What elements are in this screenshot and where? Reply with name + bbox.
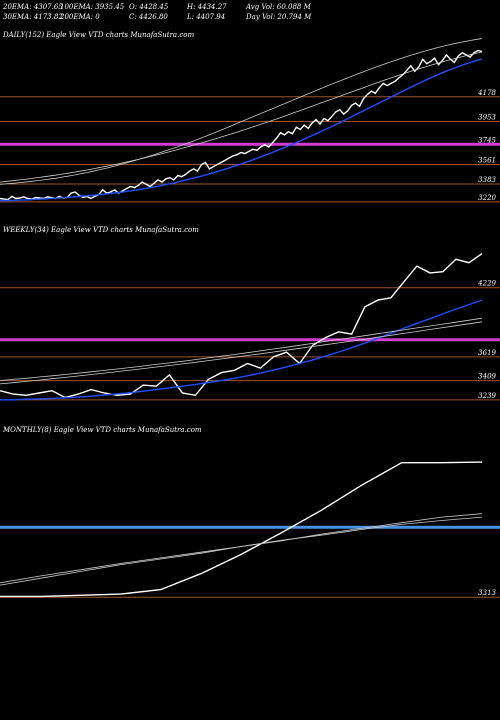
header-open: O: 4428.45 — [129, 3, 169, 11]
weekly-ema-long-line-2 — [0, 321, 483, 385]
monthly-price-line — [0, 461, 483, 598]
header-30ema: 30EMA: 4173.82 — [3, 13, 63, 21]
daily-ema-long-line-2 — [0, 51, 483, 183]
daily-price-line — [0, 49, 483, 201]
weekly-level-label: 3619 — [478, 349, 496, 357]
daily-level-label: 3561 — [478, 156, 496, 164]
daily-level-label: 3220 — [478, 194, 496, 202]
monthly-level-label: 3313 — [478, 589, 496, 597]
header-200ema: 200EMA: 0 — [60, 13, 100, 21]
weekly-price-line — [0, 253, 483, 399]
weekly-level-label: 3409 — [478, 373, 496, 381]
daily-level-label: 4178 — [477, 89, 496, 97]
header-20ema: 20EMA: 4307.65 — [3, 3, 63, 11]
weekly-chart-title: WEEKLY(34) Eagle View VTD charts MunafaS… — [3, 226, 199, 234]
header-100ema: 100EMA: 3935.45 — [60, 3, 125, 11]
monthly-ema-long-line-1 — [0, 513, 483, 586]
header-low: L: 4407.94 — [187, 13, 226, 21]
header-close: C: 4426.80 — [129, 13, 168, 21]
daily-level-label: 3745 — [478, 136, 496, 144]
daily-ema-long-line-1 — [0, 38, 483, 185]
weekly-level-label: 4229 — [477, 280, 496, 288]
monthly-chart-title: MONTHLY(8) Eagle View VTD charts MunafaS… — [3, 426, 202, 434]
header-day-vol: Day Vol: 20.794 M — [246, 13, 312, 21]
monthly-ema-long-line-2 — [0, 516, 483, 584]
daily-ema20-line — [0, 58, 483, 202]
daily-chart-title: DAILY(152) Eagle View VTD charts MunafaS… — [3, 31, 195, 39]
weekly-ema20-line — [0, 299, 483, 401]
header-high: H: 4434.27 — [187, 3, 227, 11]
daily-level-label: 3383 — [478, 176, 496, 184]
weekly-level-label: 3239 — [478, 392, 496, 400]
header-avg-vol: Avg Vol: 60.088 M — [246, 3, 311, 11]
weekly-ema-long-line-1 — [0, 317, 483, 381]
daily-level-label: 3953 — [478, 113, 496, 121]
